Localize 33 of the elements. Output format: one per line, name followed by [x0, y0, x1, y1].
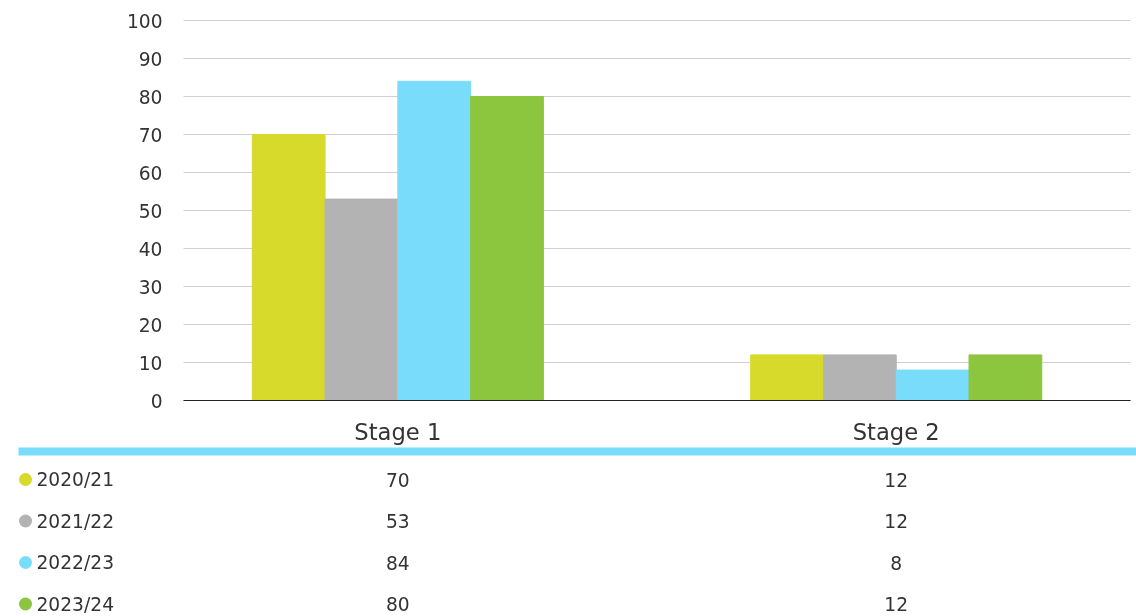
- x-tick-label: Stage 1: [354, 418, 442, 445]
- data-label: 8: [890, 552, 903, 574]
- legend-label: 2023/24: [36, 593, 115, 615]
- data-label: 53: [385, 511, 410, 532]
- y-tick-label: 50: [138, 200, 163, 222]
- y-tick-label: 20: [138, 314, 163, 336]
- y-tick-label: 0: [150, 390, 163, 412]
- y-tick-label: 30: [138, 276, 163, 298]
- y-tick-label: 60: [138, 162, 163, 184]
- bar: [324, 198, 399, 401]
- legend-label: 2020/21: [36, 469, 115, 490]
- bar: [895, 369, 970, 401]
- data-label: 12: [884, 511, 909, 532]
- y-tick-label: 90: [138, 48, 163, 70]
- y-tick-label: 70: [138, 124, 163, 146]
- y-tick-label: 100: [126, 10, 163, 32]
- legend-label: 2022/23: [36, 552, 115, 573]
- bar: [968, 354, 1043, 401]
- bar: [822, 354, 897, 401]
- bar: [750, 354, 824, 401]
- y-tick-label: 80: [138, 86, 163, 108]
- data-label: 12: [884, 594, 909, 615]
- bar: [397, 80, 472, 401]
- y-tick-label: 10: [138, 352, 163, 374]
- bar: [251, 134, 326, 401]
- x-tick-label: Stage 2: [852, 418, 940, 445]
- legend-label: 2021/22: [36, 510, 115, 532]
- data-label: 12: [884, 469, 909, 491]
- bar: [470, 96, 544, 401]
- data-label: 84: [385, 552, 410, 574]
- data-label: 70: [385, 469, 410, 491]
- y-tick-label: 40: [138, 238, 163, 260]
- data-label: 80: [385, 594, 410, 615]
